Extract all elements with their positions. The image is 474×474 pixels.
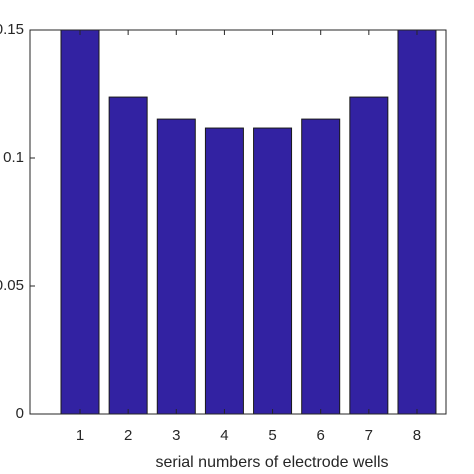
bar bbox=[60, 29, 100, 415]
bar bbox=[108, 96, 148, 415]
y-tick-label: 0.1 bbox=[3, 149, 24, 166]
x-tick-label: 2 bbox=[124, 427, 132, 444]
bar bbox=[349, 96, 389, 415]
x-tick-label: 7 bbox=[365, 427, 373, 444]
y-tick-label: 0.15 bbox=[0, 21, 24, 38]
x-tick-label: 5 bbox=[268, 427, 276, 444]
bar bbox=[397, 29, 437, 415]
x-tick-label: 8 bbox=[413, 427, 421, 444]
x-tick-label: 6 bbox=[317, 427, 325, 444]
x-tick-label: 4 bbox=[220, 427, 228, 444]
x-tick-label: 3 bbox=[172, 427, 180, 444]
bar bbox=[253, 127, 293, 415]
x-axis-label: serial numbers of electrode wells bbox=[156, 454, 389, 471]
y-tick-label: 0 bbox=[16, 405, 24, 422]
bar bbox=[156, 118, 196, 415]
bar bbox=[204, 127, 244, 415]
x-tick-label: 1 bbox=[76, 427, 84, 444]
axes-frame bbox=[29, 29, 447, 415]
y-tick-label: 0.05 bbox=[0, 277, 24, 294]
bar bbox=[301, 118, 341, 415]
